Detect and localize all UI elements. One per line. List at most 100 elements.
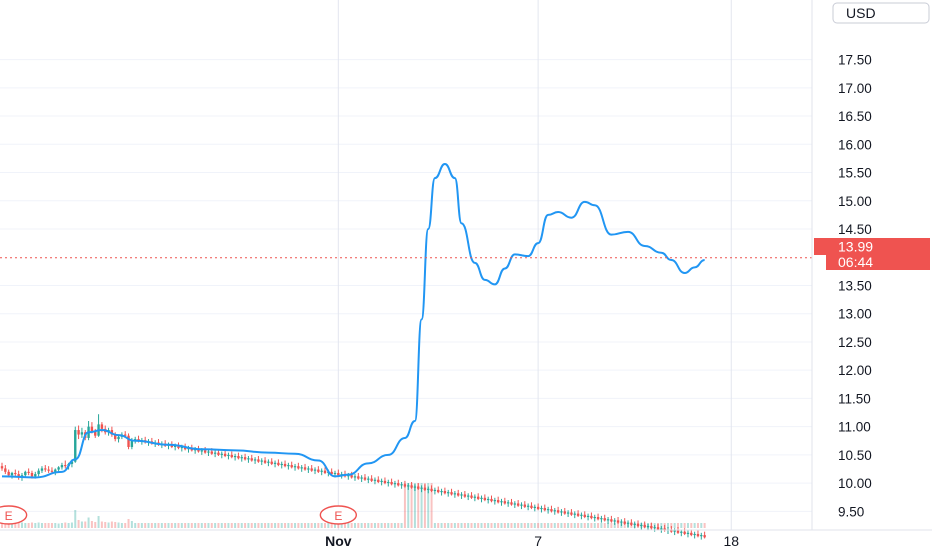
candle-body bbox=[110, 430, 114, 435]
candle-body bbox=[533, 506, 536, 508]
volume-bar bbox=[30, 522, 33, 528]
price-axis[interactable]: 17.50 17.00 16.50 16.00 15.50 15.00 14.50 13.50… bbox=[811, 0, 872, 530]
volume-bar bbox=[480, 523, 483, 528]
countdown-badge-bg bbox=[826, 254, 930, 270]
volume-bar bbox=[686, 523, 689, 528]
currency-button[interactable]: USD bbox=[832, 2, 930, 24]
volume-bar bbox=[57, 523, 60, 528]
volume-bar bbox=[214, 523, 217, 528]
candle-body bbox=[0, 466, 4, 469]
volume-bar bbox=[64, 522, 67, 528]
candle-body bbox=[200, 450, 203, 452]
y-tick-label: 15.50 bbox=[838, 166, 872, 181]
candle-body bbox=[550, 509, 553, 512]
volume-bar bbox=[157, 523, 160, 528]
y-tick-label: 13.50 bbox=[838, 278, 872, 293]
volume-bar bbox=[114, 522, 117, 528]
candle-body bbox=[333, 472, 337, 475]
candle-body bbox=[606, 519, 610, 521]
volume-bar bbox=[84, 521, 87, 528]
time-axis[interactable]: Nov 7 18 bbox=[0, 529, 932, 549]
candle-body bbox=[357, 476, 360, 479]
candle-body bbox=[443, 491, 447, 494]
candle-body bbox=[40, 468, 44, 471]
volume-bar bbox=[224, 523, 227, 528]
candle-body bbox=[596, 517, 600, 520]
x-tick-label: 18 bbox=[723, 533, 739, 549]
candle-body bbox=[437, 489, 440, 493]
volume-bar bbox=[696, 523, 699, 528]
volume-bar bbox=[413, 483, 416, 528]
volume-bar bbox=[87, 517, 90, 528]
volume-bar bbox=[493, 523, 496, 528]
volume-bar bbox=[460, 523, 463, 528]
volume-bar bbox=[200, 523, 203, 528]
volume-bar bbox=[267, 523, 270, 528]
volume-bar bbox=[570, 523, 573, 528]
candle-body bbox=[476, 496, 480, 499]
volume-bar bbox=[317, 523, 320, 528]
candle-body bbox=[403, 484, 407, 487]
volume-bar bbox=[700, 523, 703, 528]
volume-bar bbox=[10, 523, 13, 528]
volume-bar bbox=[204, 523, 207, 528]
volume-bar bbox=[270, 523, 273, 528]
volume-bar bbox=[567, 523, 570, 528]
volume-bar bbox=[244, 523, 247, 528]
candle-body bbox=[447, 492, 450, 494]
volume-bar bbox=[693, 523, 696, 528]
candle-body bbox=[636, 523, 640, 527]
y-tick-label: 9.50 bbox=[838, 504, 864, 519]
candle-body bbox=[353, 476, 357, 478]
volume-bar bbox=[194, 523, 197, 528]
volume-bar bbox=[144, 523, 147, 528]
volume-bar bbox=[423, 483, 426, 528]
candle-body bbox=[673, 530, 676, 532]
candle-body bbox=[397, 483, 400, 486]
volume-bar bbox=[557, 523, 560, 528]
volume-bar bbox=[360, 523, 363, 528]
y-tick-label: 15.00 bbox=[838, 194, 872, 209]
candle-body bbox=[603, 518, 606, 521]
volume-bar bbox=[230, 523, 233, 528]
y-tick-label: 12.00 bbox=[838, 363, 872, 378]
y-tick-label: 12.50 bbox=[838, 335, 872, 350]
candle-body bbox=[300, 467, 303, 469]
candle-body bbox=[410, 485, 413, 488]
volume-bar bbox=[403, 483, 406, 528]
volume-bar bbox=[17, 522, 20, 528]
candle-body bbox=[530, 505, 533, 508]
volume-bar bbox=[353, 523, 356, 528]
candle-body bbox=[253, 459, 257, 461]
candle-body bbox=[473, 496, 477, 498]
earnings-marker[interactable] bbox=[319, 505, 358, 525]
volume-bar bbox=[523, 523, 526, 528]
candle-body bbox=[516, 503, 520, 506]
volume-bar bbox=[277, 523, 280, 528]
volume-bar bbox=[140, 523, 143, 528]
y-tick-label: 17.00 bbox=[838, 81, 872, 96]
volume-bar bbox=[457, 523, 460, 528]
volume-bar bbox=[340, 523, 343, 528]
volume-bar bbox=[497, 523, 500, 528]
volume-bar bbox=[623, 523, 626, 528]
earnings-marker[interactable] bbox=[0, 505, 28, 525]
volume-bar bbox=[527, 523, 530, 528]
volume-bar bbox=[577, 523, 580, 528]
countdown-label: 06:44 bbox=[838, 254, 873, 270]
volume-bar bbox=[110, 521, 113, 528]
candle-body bbox=[247, 458, 250, 460]
volume-bar bbox=[100, 521, 103, 528]
candle-body bbox=[207, 451, 210, 453]
volume-bar bbox=[337, 523, 340, 528]
candle-body bbox=[347, 475, 350, 477]
candle-body bbox=[220, 453, 223, 455]
volume-bar bbox=[74, 510, 77, 528]
volume-bar bbox=[580, 523, 583, 528]
candle-body bbox=[24, 471, 27, 476]
candle-body bbox=[380, 480, 383, 482]
candle-body bbox=[260, 460, 263, 462]
candle-body bbox=[423, 487, 427, 490]
